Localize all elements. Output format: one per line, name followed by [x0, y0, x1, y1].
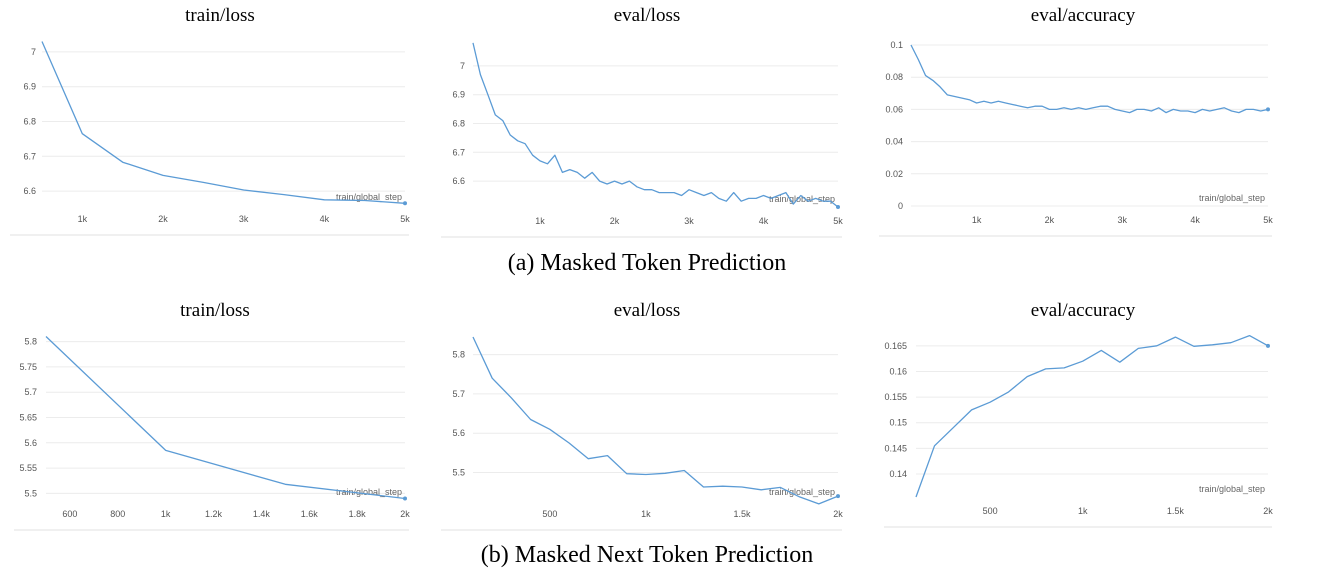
y-tick-label: 0.155 — [884, 392, 907, 402]
x-tick-label: 500 — [983, 506, 998, 516]
x-tick-label: 2k — [400, 509, 410, 519]
y-tick-label: 0.15 — [889, 418, 907, 428]
series-line — [915, 334, 1269, 498]
series-endpoint — [1266, 107, 1270, 112]
x-tick-label: 5k — [400, 214, 410, 224]
x-tick-label: 800 — [110, 509, 125, 519]
y-tick-label: 0.145 — [884, 443, 907, 453]
y-tick-label: 5.7 — [24, 387, 37, 397]
y-tick-label: 5.8 — [452, 350, 465, 360]
series-line — [472, 42, 839, 208]
x-tick-label: 2k — [1045, 215, 1055, 225]
chart-title: eval/accuracy — [1031, 300, 1136, 321]
x-tick-label: 2k — [833, 509, 843, 519]
x-tick-label: 1.2k — [205, 509, 223, 519]
x-tick-label: 1k — [972, 215, 982, 225]
x-tick-label: 1k — [535, 216, 545, 226]
x-tick-label: 1.5k — [733, 509, 751, 519]
x-tick-label: 2k — [158, 214, 168, 224]
x-axis-label: train/global_step — [769, 194, 835, 204]
y-tick-label: 5.6 — [24, 438, 37, 448]
y-tick-label: 0.14 — [889, 469, 907, 479]
y-tick-label: 0.1 — [890, 40, 903, 50]
chart-b-train-loss: train/loss 5.5 5.55 5.6 5.65 5.7 5.75 5.8 600 80… — [14, 300, 410, 531]
y-tick-label: 6.6 — [452, 176, 465, 186]
x-tick-label: 1.5k — [1167, 506, 1185, 516]
x-tick-label: 1.4k — [253, 509, 271, 519]
chart-b-eval-loss: eval/loss 5.5 5.6 5.7 5.8 500 1k 1.5k 2k train/g… — [441, 300, 843, 531]
y-tick-label: 5.6 — [452, 428, 465, 438]
chart-title: eval/loss — [614, 5, 681, 26]
x-tick-label: 5k — [833, 216, 843, 226]
x-tick-label: 1k — [161, 509, 171, 519]
x-tick-label: 2k — [1263, 506, 1273, 516]
x-tick-label: 1.6k — [301, 509, 319, 519]
caption-b: (b) Masked Next Token Prediction — [481, 542, 813, 568]
y-tick-label: 6.8 — [23, 117, 36, 127]
x-tick-label: 5k — [1263, 215, 1273, 225]
y-tick-label: 5.55 — [19, 463, 37, 473]
x-tick-label: 4k — [1190, 215, 1200, 225]
y-tick-label: 6.8 — [452, 119, 465, 129]
series-line — [41, 41, 406, 204]
x-tick-label: 1k — [78, 214, 88, 224]
x-tick-label: 3k — [239, 214, 249, 224]
series-line — [910, 44, 1269, 114]
x-axis-label: train/global_step — [336, 487, 402, 497]
y-tick-label: 0.04 — [885, 137, 903, 147]
x-axis-label: train/global_step — [1199, 484, 1265, 494]
y-tick-label: 5.8 — [24, 337, 37, 347]
y-tick-label: 5.7 — [452, 389, 465, 399]
chart-title: train/loss — [180, 300, 250, 321]
x-axis-label: train/global_step — [1199, 193, 1265, 203]
series-endpoint — [1266, 343, 1270, 348]
y-tick-label: 7 — [31, 47, 36, 57]
y-tick-label: 0.08 — [885, 72, 903, 82]
chart-title: eval/loss — [614, 300, 681, 321]
chart-title: eval/accuracy — [1031, 5, 1136, 26]
x-axis-label: train/global_step — [769, 487, 835, 497]
series-endpoint — [403, 496, 407, 501]
x-tick-label: 500 — [542, 509, 557, 519]
x-axis-label: train/global_step — [336, 192, 402, 202]
series-endpoint — [403, 201, 407, 206]
y-tick-label: 5.65 — [19, 413, 37, 423]
y-tick-label: 6.7 — [452, 147, 465, 157]
y-tick-label: 6.9 — [23, 82, 36, 92]
x-tick-label: 1k — [641, 509, 651, 519]
series-line — [45, 336, 406, 500]
chart-a-eval-accuracy: eval/accuracy 0 0.02 0.04 0.06 0.08 0.1 1k 2k 3k… — [879, 5, 1273, 237]
y-tick-label: 6.9 — [452, 90, 465, 100]
y-tick-label: 0.16 — [889, 366, 907, 376]
y-tick-label: 5.5 — [452, 468, 465, 478]
y-tick-label: 7 — [460, 61, 465, 71]
x-tick-label: 3k — [684, 216, 694, 226]
y-tick-label: 0.165 — [884, 341, 907, 351]
series-endpoint — [836, 494, 840, 499]
chart-a-train-loss: train/loss 6.6 6.7 6.8 6.9 7 1k 2k 3k 4k 5k train/… — [10, 5, 410, 236]
x-tick-label: 1.8k — [349, 509, 367, 519]
y-tick-label: 0.06 — [885, 104, 903, 114]
x-tick-label: 4k — [759, 216, 769, 226]
caption-a: (a) Masked Token Prediction — [508, 250, 786, 276]
y-tick-label: 5.75 — [19, 362, 37, 372]
y-tick-label: 5.5 — [24, 488, 37, 498]
x-tick-label: 1k — [1078, 506, 1088, 516]
y-tick-label: 0.02 — [885, 169, 903, 179]
series-line — [472, 336, 839, 505]
x-tick-label: 2k — [610, 216, 620, 226]
x-tick-label: 4k — [320, 214, 330, 224]
y-tick-label: 6.7 — [23, 151, 36, 161]
chart-a-eval-loss: eval/loss 6.6 6.7 6.8 6.9 7 1k 2k 3k 4k 5k train/g… — [441, 5, 843, 238]
y-tick-label: 6.6 — [23, 186, 36, 196]
x-tick-label: 600 — [62, 509, 77, 519]
y-tick-label: 0 — [898, 201, 903, 211]
chart-title: train/loss — [185, 5, 255, 26]
x-tick-label: 3k — [1118, 215, 1128, 225]
series-endpoint — [836, 205, 840, 209]
